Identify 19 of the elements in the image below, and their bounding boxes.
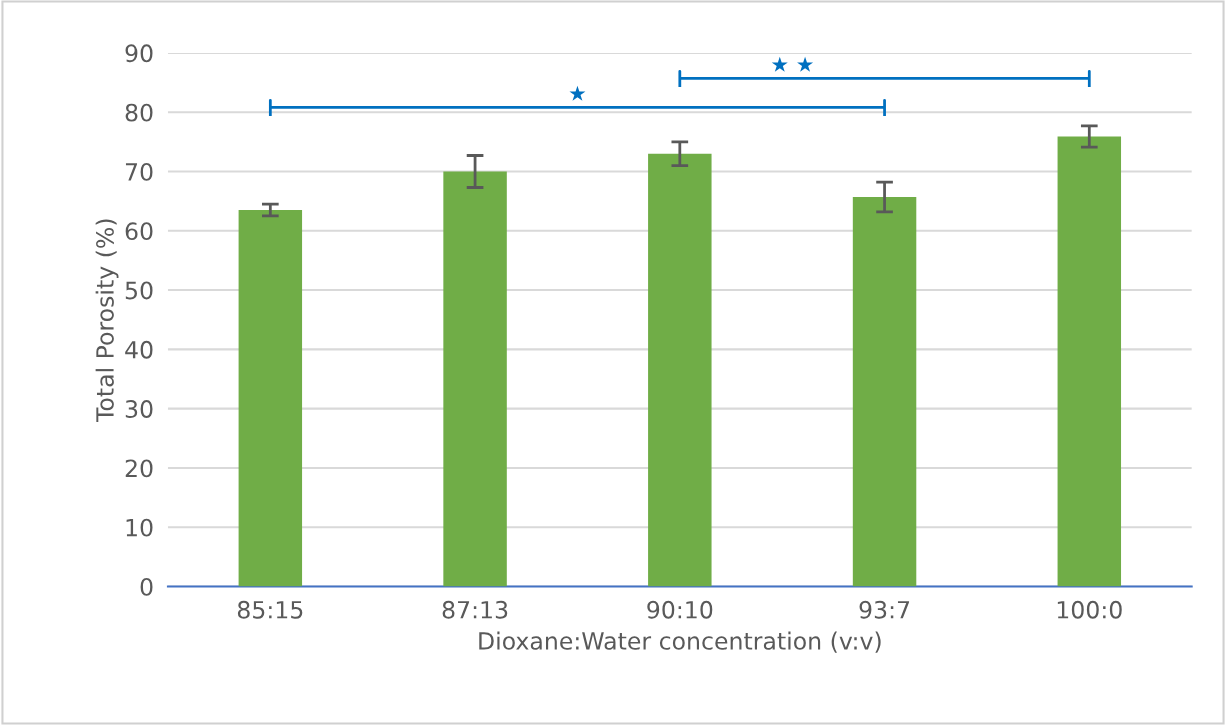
y-tick-label: 60 <box>125 222 153 241</box>
x-tick-label: 93:7 <box>859 600 910 619</box>
y-axis-title: Total Porosity (%) <box>95 219 119 423</box>
x-tick-label: 87:13 <box>442 600 508 619</box>
y-tick-label: 10 <box>126 518 153 537</box>
y-tick-label: 0 <box>140 577 153 596</box>
annotation: ★ ★ <box>771 56 814 72</box>
y-tick-label: 50 <box>125 281 153 300</box>
annotation: ★ <box>569 85 586 101</box>
x-tick-label: 85:15 <box>237 600 303 619</box>
y-tick-label: 40 <box>125 340 153 359</box>
y-tick-label: 70 <box>125 162 153 181</box>
y-tick-label: 80 <box>125 103 153 122</box>
x-tick-label: 100:0 <box>1057 600 1122 619</box>
y-tick-label: 90 <box>125 44 153 63</box>
y-tick-label: 30 <box>125 400 153 418</box>
x-tick-label: 90:10 <box>647 600 713 619</box>
y-tick-label: 20 <box>125 459 153 478</box>
x-axis-title: Dioxane:Water concentration (v:v) <box>479 631 881 653</box>
